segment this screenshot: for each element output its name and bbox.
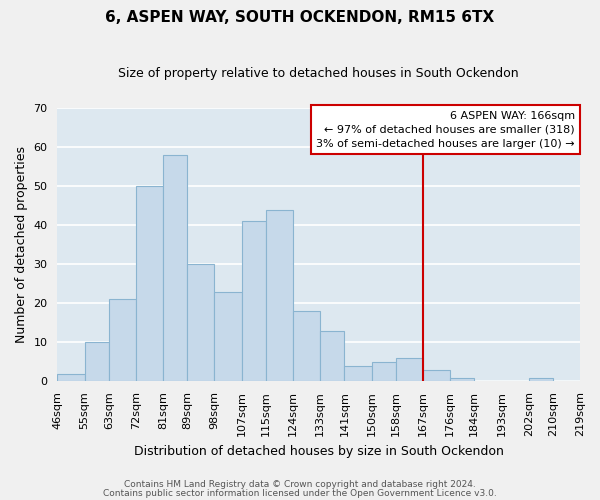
Text: 6 ASPEN WAY: 166sqm
← 97% of detached houses are smaller (318)
3% of semi-detach: 6 ASPEN WAY: 166sqm ← 97% of detached ho…: [316, 111, 575, 149]
Text: Contains HM Land Registry data © Crown copyright and database right 2024.: Contains HM Land Registry data © Crown c…: [124, 480, 476, 489]
Text: 6, ASPEN WAY, SOUTH OCKENDON, RM15 6TX: 6, ASPEN WAY, SOUTH OCKENDON, RM15 6TX: [106, 10, 494, 25]
Bar: [371, 362, 396, 382]
Y-axis label: Number of detached properties: Number of detached properties: [15, 146, 28, 343]
Bar: [109, 300, 136, 382]
Bar: [163, 155, 187, 382]
Bar: [85, 342, 109, 382]
Bar: [242, 222, 266, 382]
Bar: [529, 378, 553, 382]
X-axis label: Distribution of detached houses by size in South Ockendon: Distribution of detached houses by size …: [134, 444, 503, 458]
Bar: [450, 378, 474, 382]
Bar: [396, 358, 423, 382]
Bar: [187, 264, 214, 382]
Bar: [344, 366, 371, 382]
Bar: [266, 210, 293, 382]
Bar: [214, 292, 242, 382]
Text: Contains public sector information licensed under the Open Government Licence v3: Contains public sector information licen…: [103, 490, 497, 498]
Bar: [293, 311, 320, 382]
Bar: [320, 330, 344, 382]
Bar: [136, 186, 163, 382]
Bar: [423, 370, 450, 382]
Title: Size of property relative to detached houses in South Ockendon: Size of property relative to detached ho…: [118, 68, 519, 80]
Bar: [58, 374, 85, 382]
